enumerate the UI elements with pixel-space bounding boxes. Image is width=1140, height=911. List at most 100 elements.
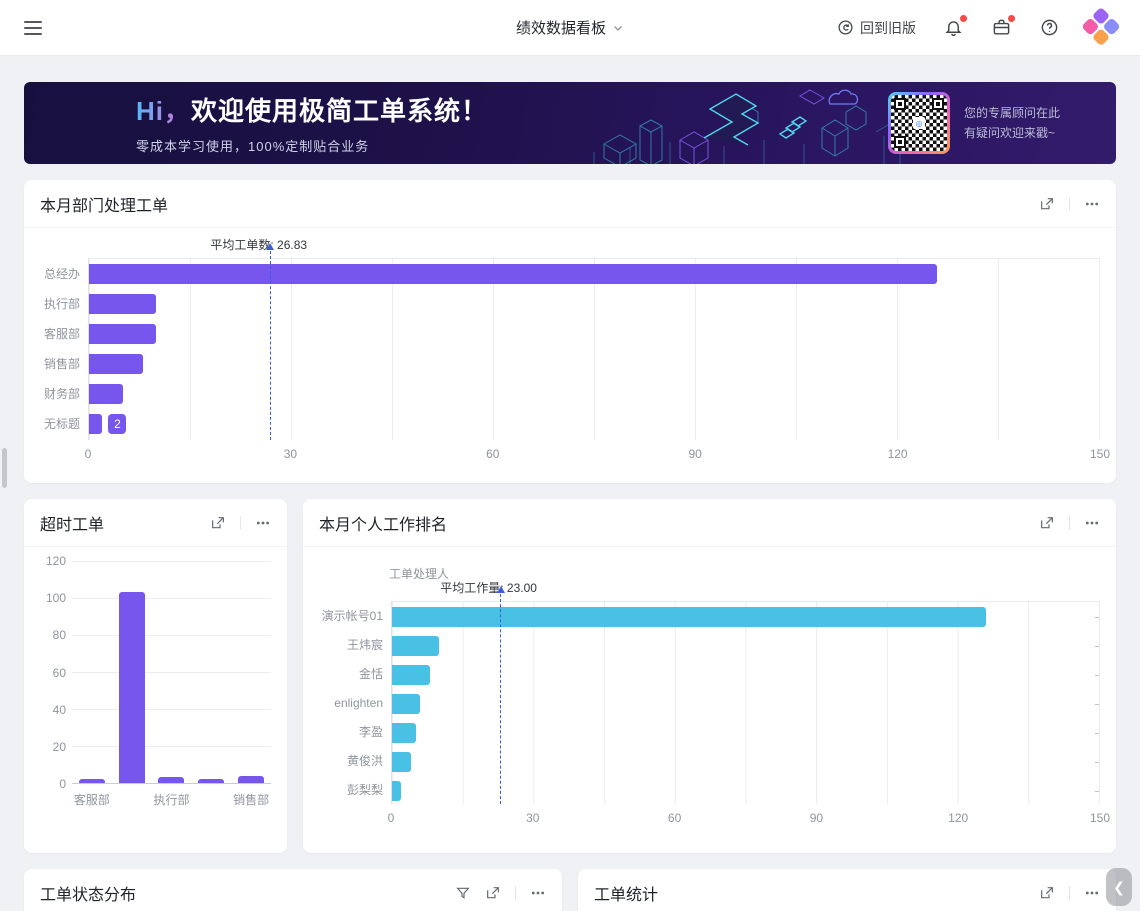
card-title-department: 本月部门处理工单 [40,197,169,215]
bar-row [392,689,1099,718]
category-label: 王炜宸 [346,638,383,652]
qr-center-logo-icon: ◎ [912,117,925,129]
chart-plot-area: 2 [88,243,1100,440]
axis-tick [1095,732,1099,734]
x-axis-tick-labels: 0 30 60 90 120 150 [388,804,1110,828]
axis-tick [1095,674,1099,676]
bar-row [392,631,1099,660]
category-label: enlighten [334,695,383,710]
card-title-overtime: 超时工单 [40,516,105,534]
bar-row [392,747,1099,776]
y-tick-label: 0 [59,777,66,791]
bar-row [89,379,1099,409]
average-line [496,586,505,804]
x-tick-label: 150 [1089,447,1111,461]
toolbar-divider [1069,885,1070,900]
y-tick-label: 80 [52,628,66,643]
bar [89,324,157,344]
qr-caption-line1: 您的专属顾问在此 [963,106,1060,120]
bar-row [89,259,1099,289]
more-options-icon[interactable] [255,515,271,531]
bar [89,294,157,314]
bar-row: 2 [89,409,1099,439]
back-to-old-version-button[interactable]: 回到旧版 [837,18,916,38]
y-tick-label: 100 [45,591,66,606]
category-label: 李盈 [358,725,383,739]
average-line-arrow [496,586,505,593]
category-label: 金恬 [358,667,383,681]
bar [392,693,421,714]
y-tick-label: 20 [52,739,66,754]
x-axis-tick-labels: 0 30 60 90 120 150 [84,440,1110,464]
back-to-old-version-label: 回到旧版 [860,19,916,36]
bar-row [89,289,1099,319]
open-in-new-icon[interactable] [1039,515,1055,531]
banner-greeting-highlight: Hi， [136,96,192,126]
bar [392,751,411,772]
more-options-icon[interactable] [530,885,546,901]
bar [392,606,986,627]
x-tick-label: 执行部 [153,792,190,807]
y-tick-label: 60 [52,665,66,680]
bar [198,779,225,783]
help-button[interactable] [1038,17,1060,39]
category-axis-labels: 总经办 执行部 客服部 销售部 财务部 无标题 [40,258,88,440]
history-icon [838,20,853,35]
more-options-icon[interactable] [1084,885,1100,901]
card-order-status-distribution: 工单状态分布 [24,869,562,911]
chart-plot-area [391,586,1100,804]
average-line-label: 平均工作量: 23.00 [440,581,537,595]
axis-tick [1095,761,1099,763]
open-in-new-icon[interactable] [1039,196,1055,212]
axis-tick [1095,645,1099,647]
open-in-new-icon[interactable] [1039,885,1055,901]
x-tick-label: 90 [688,447,702,461]
category-label: 总经办 [43,266,80,281]
bell-icon [944,21,962,37]
category-axis-labels: 演示帐号01 王炜宸 金恬 enlighten 李盈 黄俊洪 彭梨梨 [319,601,391,804]
qr-code[interactable]: ◎ [887,92,950,154]
notifications-button[interactable] [942,14,967,39]
qr-caption: 您的专属顾问在此 有疑问欢迎来戳~ [964,103,1060,143]
x-tick-label: 30 [283,447,298,461]
filter-icon[interactable] [455,885,471,901]
x-tick-label: 销售部 [233,792,270,807]
app-logo-icon[interactable] [1080,6,1122,48]
dashboard-title-dropdown[interactable]: 绩效数据看板 [516,17,624,38]
side-panel-collapse-handle[interactable]: ❮ [1106,868,1132,906]
bar [89,264,938,284]
x-tick-label: 120 [887,447,908,461]
card-title-personal: 本月个人工作排名 [319,516,448,534]
chart-body: 0 20 40 60 80 100 120 [40,554,271,791]
toolbar-divider [515,885,516,900]
toolbar-divider [240,515,241,530]
welcome-banner: Hi，欢迎使用极简工单系统！ 零成本学习使用，100%定制贴合业务 [24,82,1116,164]
open-in-new-icon[interactable] [210,515,226,531]
top-header: 绩效数据看板 回到旧版 [0,0,1140,56]
bar-row [392,718,1099,747]
page-scrollbar-thumb[interactable] [2,448,7,488]
notification-badge-dot [960,14,967,22]
card-title-stats: 工单统计 [594,886,659,904]
category-label: 执行部 [43,296,80,311]
average-line [266,243,275,440]
more-options-icon[interactable] [1084,196,1100,212]
chart-body: 总经办 执行部 客服部 销售部 财务部 无标题 2 [40,243,1100,440]
x-tick-label: 0 [84,447,92,461]
average-line-label: 平均工单数: 26.83 [210,238,308,252]
hamburger-menu-icon[interactable] [24,20,42,35]
bar [89,354,143,374]
bar [78,779,105,783]
category-label: 客服部 [43,326,80,341]
banner-title: Hi，欢迎使用极简工单系统！ [136,91,488,128]
chart-body: 演示帐号01 王炜宸 金恬 enlighten 李盈 黄俊洪 彭梨梨 [319,586,1100,804]
toolbar-divider [1069,196,1070,211]
workbox-button[interactable] [990,14,1015,39]
open-in-new-icon[interactable] [485,885,501,901]
category-label: 彭梨梨 [346,783,383,797]
y-axis-name: 工单处理人 [389,567,450,581]
page-title: 绩效数据看板 [515,20,607,37]
more-options-icon[interactable] [1084,515,1100,531]
x-tick-label: 60 [486,447,500,461]
department-bar-chart: 平均工单数: 26.83 总经办 执行部 客服部 销售部 财务部 无标题 2 0 30 60 90 12… [24,228,1116,464]
